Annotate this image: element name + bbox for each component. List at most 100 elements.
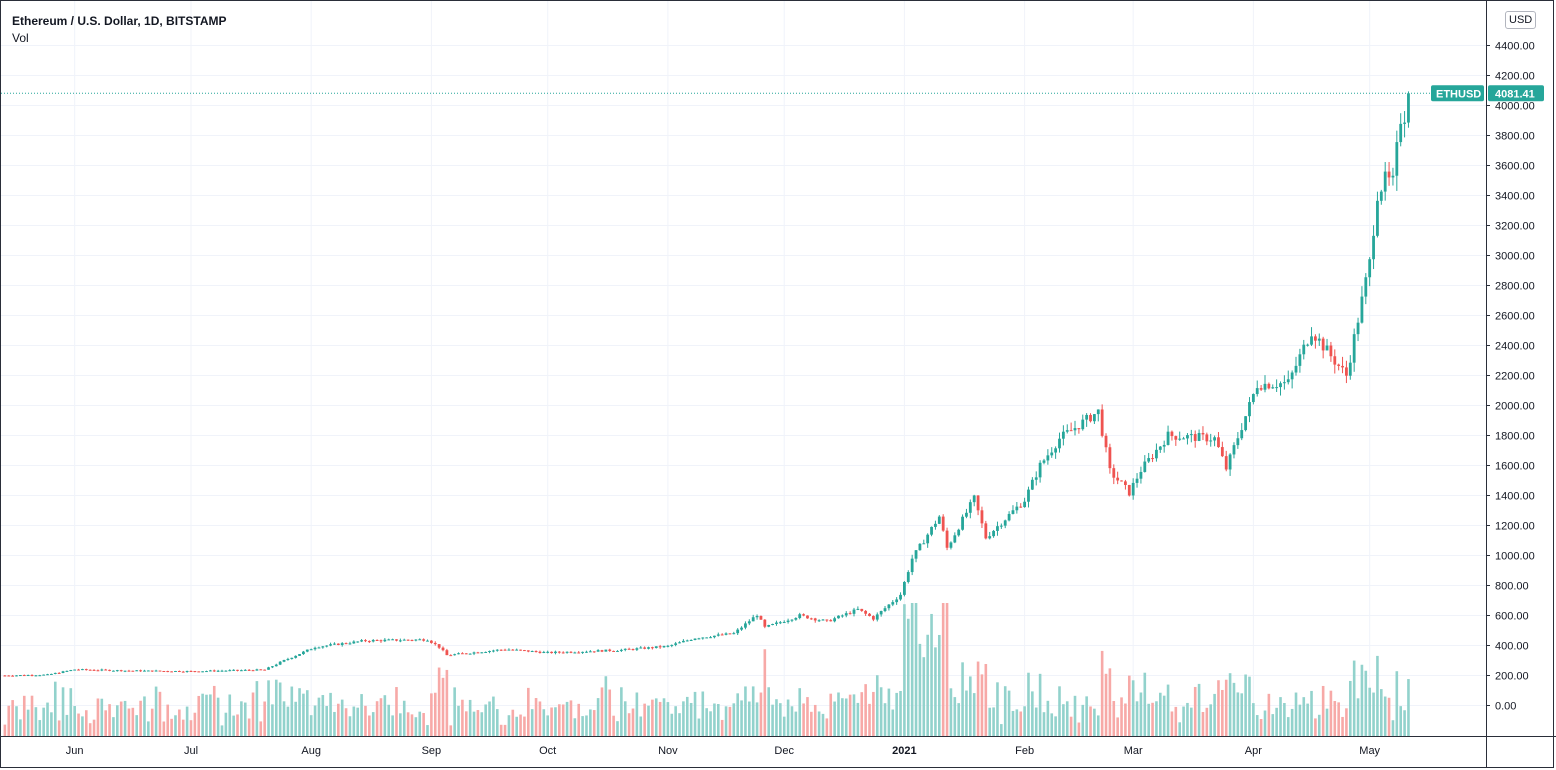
candle	[201, 671, 205, 673]
volume-bar	[685, 696, 689, 736]
candle-body	[429, 640, 433, 643]
candle	[391, 638, 395, 641]
volume-bar	[375, 701, 379, 736]
volume-bar	[705, 708, 708, 736]
candle-body	[410, 639, 414, 641]
candle-body	[968, 502, 972, 513]
volume-bar	[484, 704, 487, 736]
symbol-badge	[1431, 85, 1484, 102]
price-tick-label: 3600.00	[1495, 161, 1535, 173]
candle-body	[616, 650, 619, 652]
volume-bar	[50, 712, 53, 736]
volume-bar	[779, 703, 782, 736]
candle-body	[1104, 435, 1108, 448]
candle-body	[453, 654, 457, 656]
candle-body	[1387, 171, 1391, 178]
candle	[724, 632, 728, 636]
candle	[953, 532, 957, 544]
volume-bar	[1023, 706, 1026, 736]
time-tick-label: Dec	[774, 745, 794, 757]
candle-body	[302, 651, 305, 655]
candle	[511, 648, 515, 651]
volume-bar	[298, 688, 301, 736]
candle	[1407, 91, 1410, 128]
candle-body	[786, 620, 790, 623]
candle	[418, 638, 422, 641]
candle	[3, 675, 7, 677]
volume-bar	[240, 701, 243, 736]
candle	[1147, 452, 1151, 464]
volume-bar	[3, 724, 7, 736]
candle	[177, 670, 181, 673]
candle	[88, 669, 92, 671]
candle	[1271, 384, 1275, 389]
candle-body	[177, 671, 181, 673]
candle	[643, 646, 647, 650]
volume-bar	[1065, 701, 1069, 736]
candle-body	[488, 651, 491, 653]
candle	[1108, 443, 1112, 474]
candle	[1085, 413, 1089, 427]
candle	[236, 669, 239, 672]
candle-body	[825, 619, 829, 621]
candle	[1395, 130, 1399, 191]
last-price-badges: ETHUSD 4081.41	[1431, 85, 1544, 102]
volume-bar	[414, 717, 418, 736]
candle-body	[15, 675, 18, 677]
candle-body	[69, 670, 73, 672]
volume-bar	[1069, 716, 1073, 736]
candle-body	[596, 650, 600, 652]
volume-bar	[1221, 689, 1224, 736]
volume-bar	[1263, 710, 1267, 736]
candle-body	[1383, 171, 1387, 192]
candle-body	[1058, 438, 1061, 449]
candle	[689, 639, 693, 641]
candle-body	[848, 613, 852, 615]
candle	[22, 674, 26, 677]
candle-body	[1294, 365, 1298, 373]
candle-body	[333, 643, 336, 645]
candle-body	[1213, 437, 1216, 441]
candle	[972, 494, 976, 507]
candle-body	[1186, 435, 1189, 439]
volume-bar	[116, 705, 119, 736]
candle-body	[1244, 416, 1248, 431]
candle-body	[1050, 452, 1054, 456]
volume-bar	[515, 716, 518, 736]
candle-body	[1205, 434, 1209, 442]
volume-bar	[143, 696, 146, 736]
candle-body	[1027, 489, 1030, 502]
candle-body	[523, 650, 526, 652]
volume-bar	[1290, 708, 1294, 736]
volume-bar	[817, 711, 821, 736]
candle	[650, 646, 654, 650]
volume-bar	[309, 715, 313, 736]
candle-body	[57, 672, 61, 674]
volume-bar	[302, 693, 305, 736]
candle-body	[685, 640, 689, 642]
time-tick-label: Oct	[539, 745, 556, 757]
volume-bar	[1314, 718, 1317, 736]
candle	[941, 514, 945, 532]
candle-body	[1302, 344, 1306, 355]
candle-body	[1217, 437, 1220, 448]
candle	[519, 649, 522, 651]
volume-bar	[763, 649, 767, 736]
candle-body	[1395, 142, 1399, 176]
candle-body	[918, 543, 922, 551]
currency-selector[interactable]: USD	[1505, 11, 1537, 29]
volume-bar	[740, 700, 743, 736]
volume-bar	[166, 704, 170, 736]
price-tick-label: 3000.00	[1495, 251, 1535, 263]
candle-body	[844, 613, 848, 616]
candle-body	[236, 669, 239, 671]
candle	[460, 652, 464, 655]
candle	[503, 648, 507, 651]
volume-bar	[1143, 672, 1147, 736]
volume-bar	[910, 603, 914, 736]
candle	[367, 640, 371, 643]
candle-body	[658, 646, 662, 648]
volume-bar	[1201, 712, 1205, 736]
candle-body	[88, 669, 92, 671]
